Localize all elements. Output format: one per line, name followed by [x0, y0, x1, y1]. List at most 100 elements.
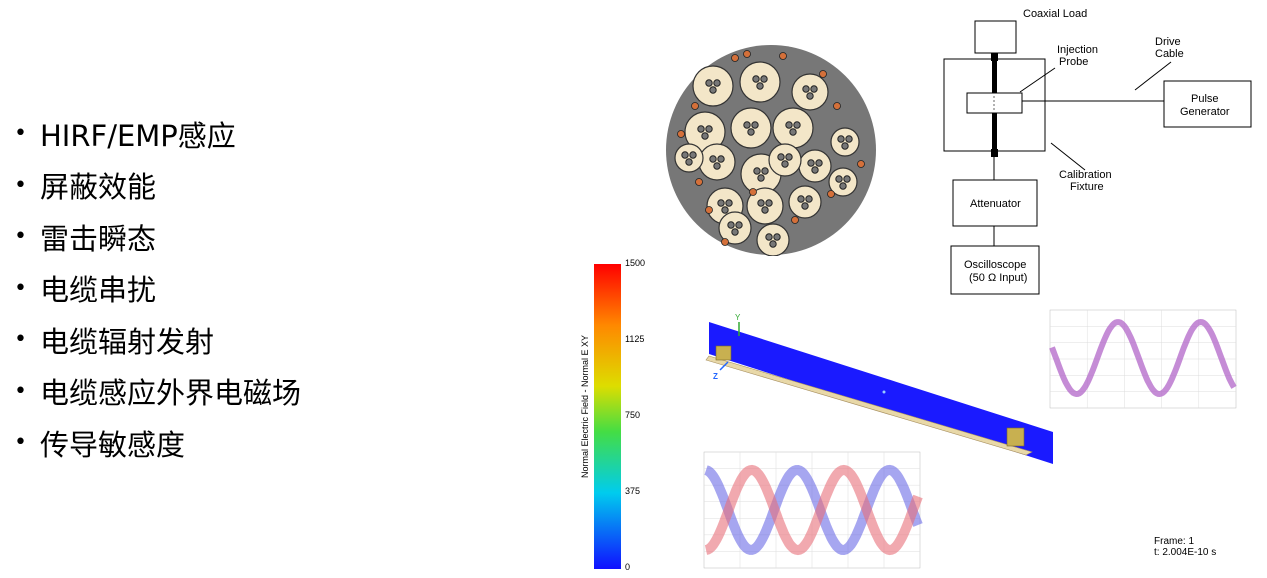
conductor [743, 121, 751, 129]
frame-time: t: 2.004E-10 s [1154, 547, 1217, 558]
calibration-schematic: Coaxial Load Injection Probe Drive Cable… [943, 8, 1252, 295]
bullet-text: 雷击瞬态 [40, 221, 157, 256]
colorbar-tick: 1125 [625, 334, 644, 344]
conductor [789, 128, 797, 136]
colorbar-tick: 0 [625, 562, 630, 572]
conductor [810, 85, 818, 93]
calibration-fixture-label: Calibration [1059, 169, 1112, 181]
conductor [785, 153, 793, 161]
bullet-text: 电缆感应外界电磁场 [40, 376, 302, 411]
conductor [806, 92, 814, 100]
bullet-item: • HIRF/EMP感应 [14, 108, 301, 160]
colorbar-label: Normal Electric Field - Normal E XY [580, 335, 590, 478]
conductor [725, 199, 733, 207]
conductor [709, 86, 717, 94]
pulse-generator-label: Generator [1180, 106, 1230, 118]
conductor [765, 233, 773, 241]
wire-bundle [746, 187, 784, 225]
shield-wire [779, 52, 787, 60]
wire-bundle [772, 107, 814, 149]
conductor [761, 206, 769, 214]
conductor [841, 142, 849, 150]
wire-bundle [718, 211, 752, 245]
conductor [713, 162, 721, 170]
conductor [727, 221, 735, 229]
wire-bundle [730, 107, 772, 149]
bullet-item: • 电缆感应外界电磁场 [14, 366, 301, 418]
frame-readout: Frame: 1 t: 2.004E-10 s [1154, 536, 1216, 558]
attenuator-label: Attenuator [970, 198, 1021, 210]
conductor [839, 182, 847, 190]
conductor [747, 128, 755, 136]
conductor [807, 159, 815, 167]
field-colorbar: 1500 1125 750 375 0 Normal Electric Fiel… [580, 258, 645, 572]
injection-probe-label: Injection [1057, 44, 1098, 56]
conductor [835, 175, 843, 183]
drive-cable-label: Cable [1155, 48, 1184, 60]
conductor [845, 135, 853, 143]
shield-wire [833, 102, 841, 110]
wire-bundle [756, 223, 790, 256]
shield-wire [677, 130, 685, 138]
conductor [753, 167, 761, 175]
wire-bundle [692, 65, 734, 107]
conductor [685, 158, 693, 166]
conductor [705, 125, 713, 133]
field-simulation-view: Y Z [705, 313, 1053, 464]
conductor [837, 135, 845, 143]
conductor [717, 199, 725, 207]
cable-bundle-cross-section [666, 45, 876, 256]
wire-bundle [674, 143, 704, 173]
conductor [731, 228, 739, 236]
conductor [843, 175, 851, 183]
conductor [709, 155, 717, 163]
conductor [735, 221, 743, 229]
wire-bundle [828, 167, 858, 197]
oscilloscope-label: (50 Ω Input) [969, 272, 1027, 284]
shield-wire [819, 70, 827, 78]
conductor [713, 79, 721, 87]
wire-bundle [830, 127, 860, 157]
conductor [801, 202, 809, 210]
colorbar-tick: 1500 [625, 258, 645, 268]
coaxial-load-label: Coaxial Load [1023, 8, 1087, 20]
conductor [797, 195, 805, 203]
bullet-text: 电缆辐射发射 [40, 324, 215, 359]
conductor [689, 151, 697, 159]
shield-wire [791, 216, 799, 224]
calibration-fixture-label: Fixture [1070, 181, 1104, 193]
conductor [757, 199, 765, 207]
conductor [717, 155, 725, 163]
conductor [757, 174, 765, 182]
conductor [765, 199, 773, 207]
conductor [756, 82, 764, 90]
bullet-item: • 电缆辐射发射 [14, 314, 301, 366]
z-axis-label: Z [713, 372, 718, 381]
conductor [721, 206, 729, 214]
colorbar-tick: 375 [625, 486, 640, 496]
wire-bundle [788, 185, 822, 219]
injection-probe-label: Probe [1059, 56, 1088, 68]
conductor [760, 75, 768, 83]
drive-cable-label: Drive [1155, 36, 1181, 48]
conductor [761, 167, 769, 175]
waveform-band-red [704, 464, 923, 556]
colorbar-tick: 750 [625, 410, 640, 420]
crosstalk-waveform-plot [703, 451, 923, 569]
conductor [781, 160, 789, 168]
shield-wire [749, 188, 757, 196]
conductor [773, 233, 781, 241]
frame-number: Frame: 1 [1154, 536, 1195, 547]
waveform-plot [1049, 309, 1237, 409]
wire-group [674, 50, 865, 256]
y-axis-label: Y [735, 313, 741, 322]
shield-wire [731, 54, 739, 62]
bullet-text: HIRF/EMP感应 [40, 118, 236, 153]
wire-bundle [768, 143, 802, 177]
bullet-text: 电缆串扰 [40, 273, 157, 308]
bullet-item: • 电缆串扰 [14, 263, 301, 315]
conductor [697, 125, 705, 133]
oscilloscope-label: Oscilloscope [964, 259, 1026, 271]
conductor [777, 153, 785, 161]
shield-wire [705, 206, 713, 214]
